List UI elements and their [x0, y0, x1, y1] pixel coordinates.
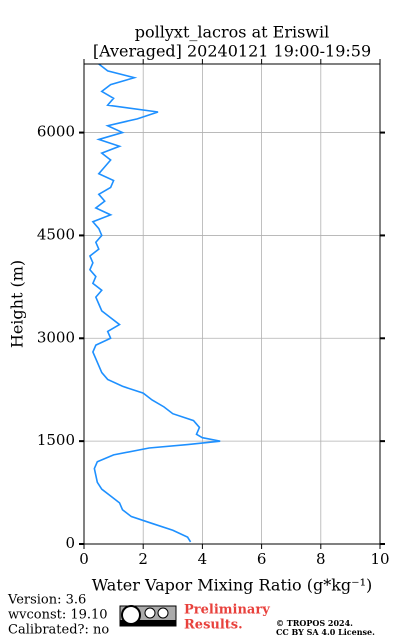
y-tick-label: 1500	[37, 431, 75, 449]
x-tick-label: 6	[257, 550, 267, 568]
y-tick-label: 6000	[37, 123, 75, 141]
profile-line	[88, 63, 221, 543]
calibrated: Calibrated?: no	[8, 623, 109, 638]
chart-title: pollyxt_lacros at Eriswil	[135, 23, 329, 42]
x-tick-label: 8	[316, 550, 326, 568]
y-tick-label: 3000	[37, 328, 75, 346]
x-tick-label: 4	[198, 550, 208, 568]
chart-title: [Averaged] 20240121 19:00-19:59	[93, 42, 371, 61]
axes-frame	[83, 63, 381, 545]
y-tick-label: 4500	[37, 225, 75, 243]
x-tick-label: 10	[370, 550, 389, 568]
preliminary: Preliminary	[184, 603, 270, 618]
plot-area	[83, 63, 381, 545]
copyright: CC BY SA 4.0 License.	[276, 627, 375, 637]
x-tick-label: 2	[138, 550, 148, 568]
y-axis-label: Height (m)	[8, 260, 27, 348]
preliminary: Results.	[184, 618, 243, 633]
copyright: © TROPOS 2024.	[276, 618, 353, 628]
x-tick-label: 0	[79, 550, 89, 568]
y-tick-label: 0	[65, 534, 75, 552]
version: Version: 3.6	[7, 593, 86, 608]
x-axis-label: Water Vapor Mixing Ratio (g*kg⁻¹)	[92, 576, 372, 595]
wvconst: wvconst: 19.10	[8, 608, 108, 623]
cc-logo	[119, 605, 177, 627]
